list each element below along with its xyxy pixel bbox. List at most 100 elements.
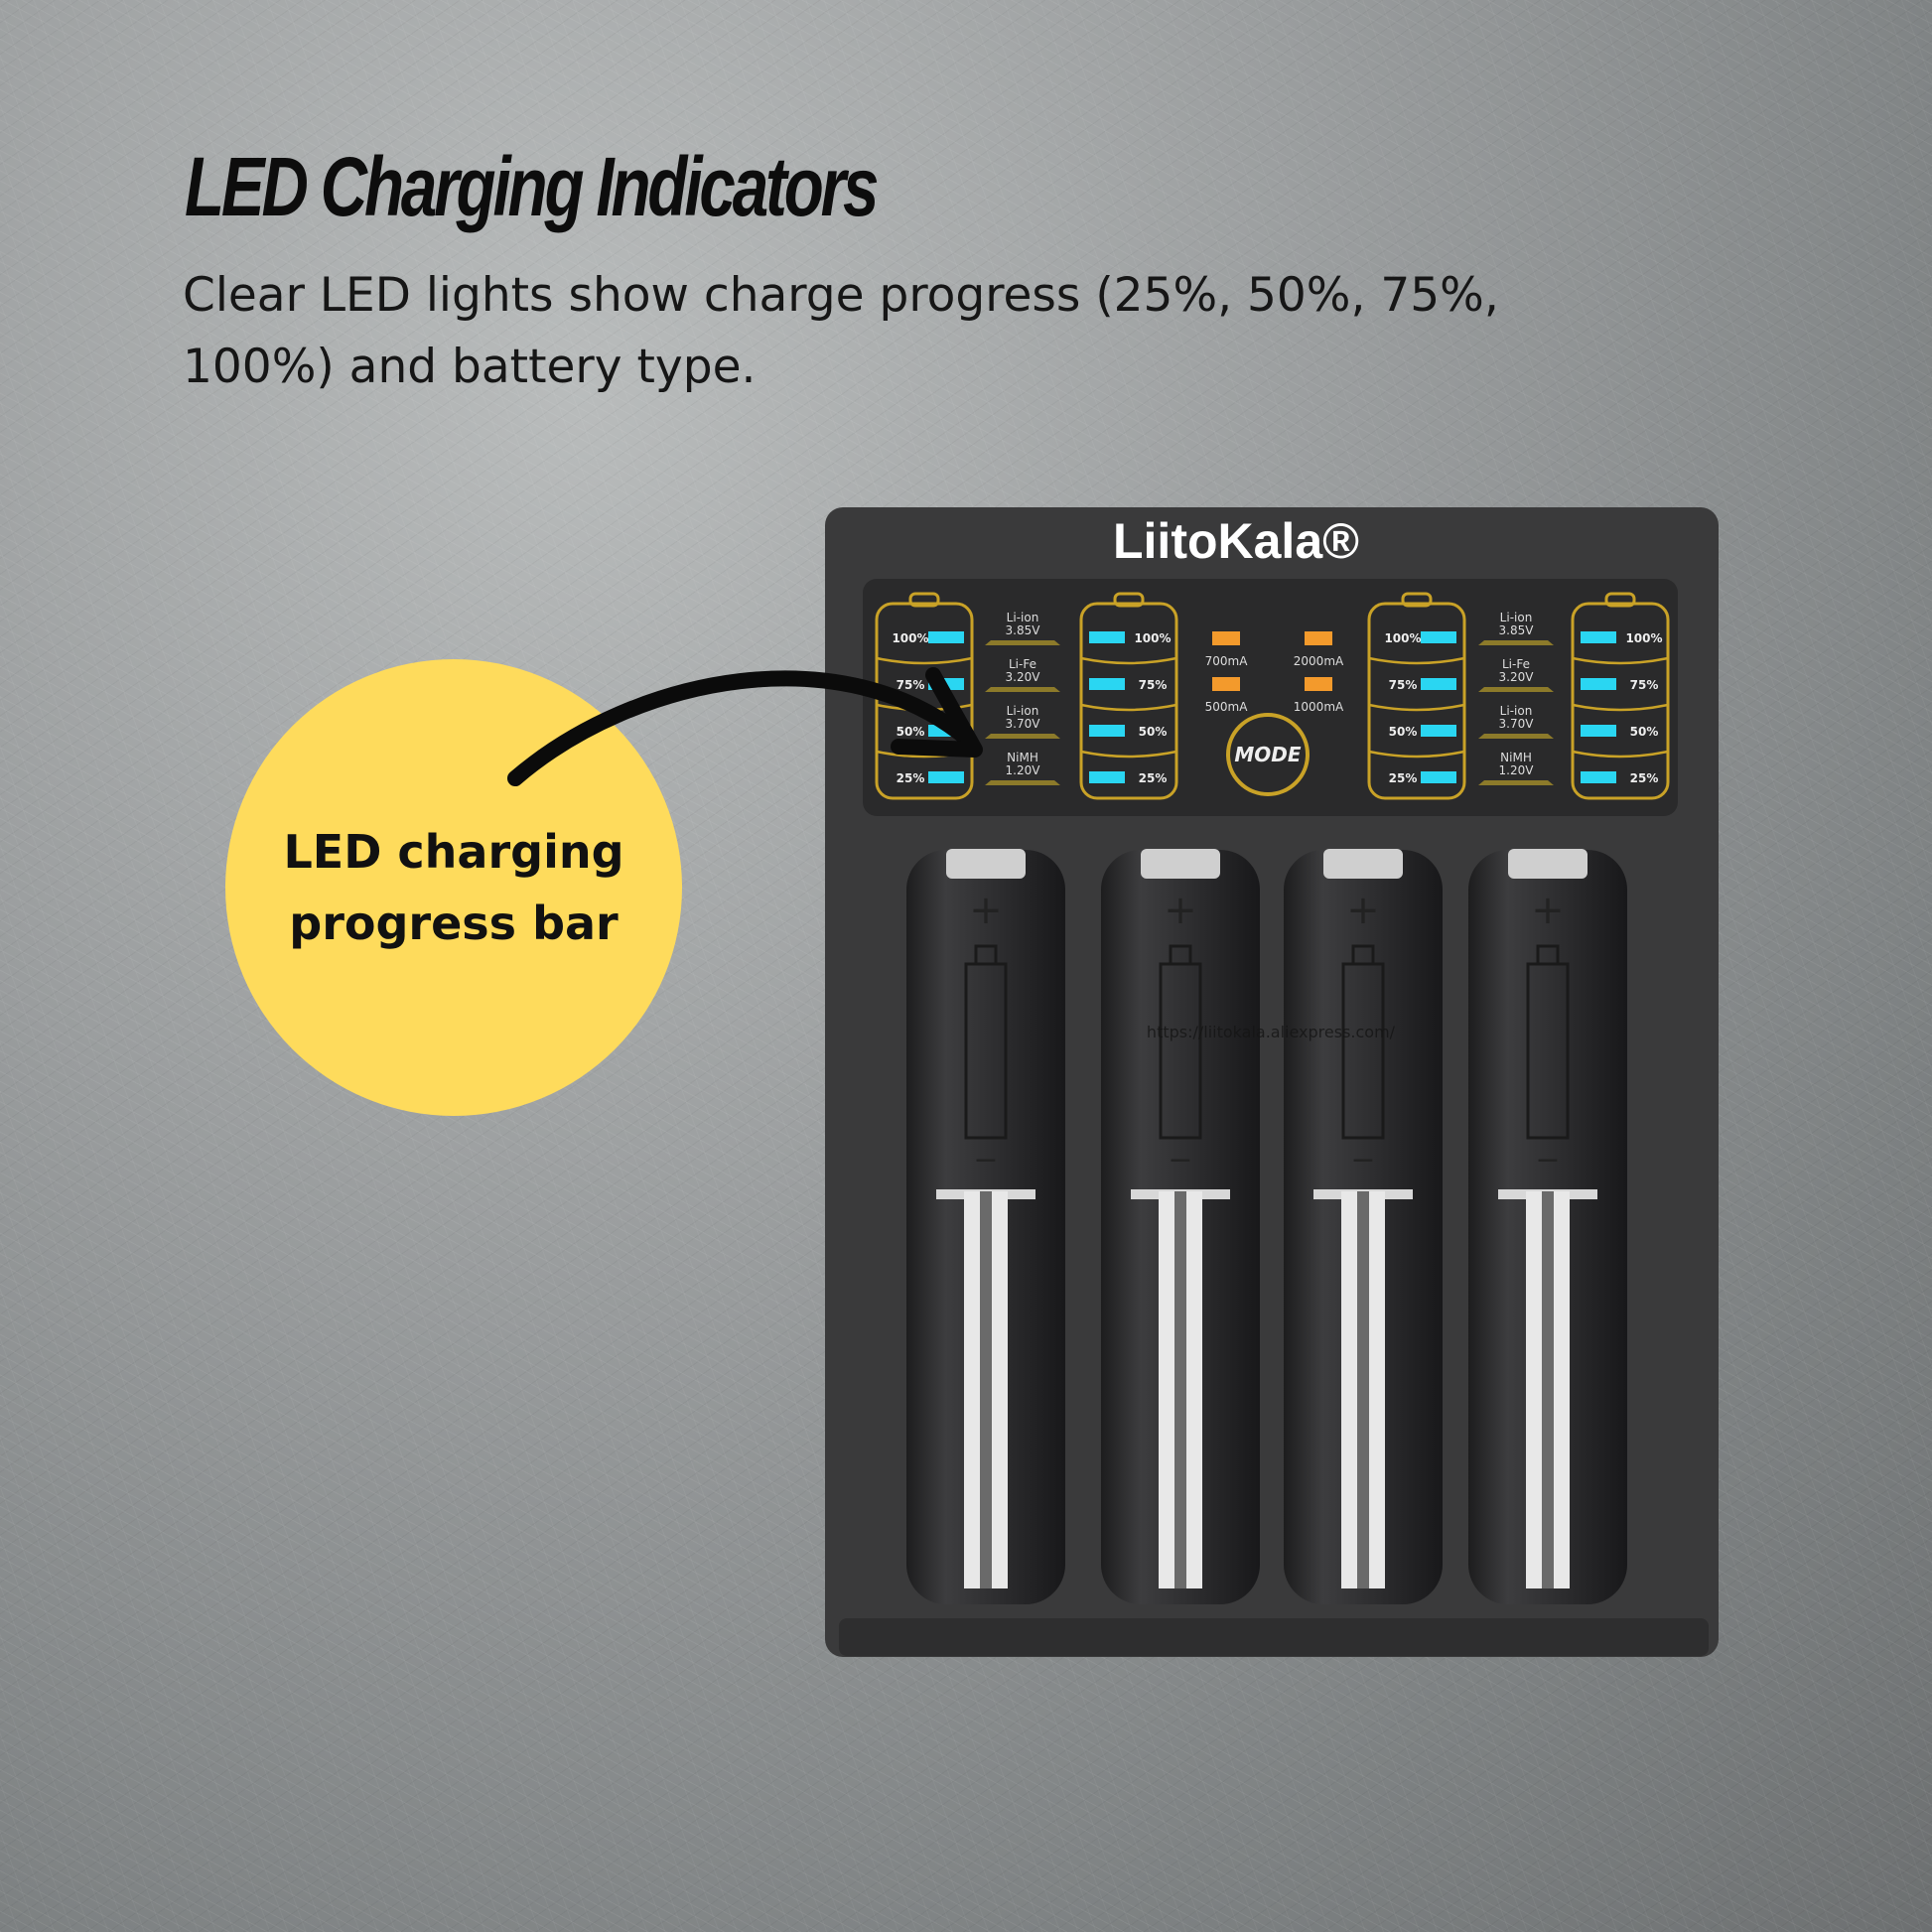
level-led bbox=[1089, 678, 1125, 690]
indicator-panel bbox=[863, 579, 1678, 816]
positive-contact bbox=[946, 849, 1026, 879]
level-label: 25% bbox=[897, 771, 925, 785]
url-text: https://liitokala.aliexpress.com/ bbox=[1147, 1023, 1396, 1041]
current-led bbox=[1212, 677, 1240, 691]
level-led bbox=[1421, 678, 1456, 690]
level-label: 100% bbox=[1625, 631, 1662, 645]
battery-slot-4[interactable]: +− bbox=[1468, 849, 1627, 1604]
battery-outline-icon bbox=[1571, 602, 1670, 800]
svg-text:NiMH: NiMH bbox=[1500, 751, 1532, 764]
brand-logo: LiitoKala® bbox=[1113, 513, 1359, 569]
level-led bbox=[1581, 678, 1616, 690]
minus-icon: − bbox=[1535, 1143, 1560, 1177]
level-label: 25% bbox=[1630, 771, 1659, 785]
plus-icon: + bbox=[1164, 888, 1197, 933]
plus-icon: + bbox=[1346, 888, 1380, 933]
level-label: 25% bbox=[1139, 771, 1168, 785]
current-label: 700mA bbox=[1205, 654, 1249, 668]
battery-type-li-fe: Li-Fe3.20V bbox=[985, 657, 1060, 692]
svg-text:Li-ion: Li-ion bbox=[1007, 611, 1039, 624]
svg-text:Li-Fe: Li-Fe bbox=[1502, 657, 1530, 671]
svg-text:MODE: MODE bbox=[1234, 743, 1302, 766]
level-led bbox=[1581, 725, 1616, 737]
battery-outline-icon bbox=[1341, 962, 1385, 1140]
page-title: LED Charging Indicators bbox=[185, 140, 879, 233]
svg-text:3.20V: 3.20V bbox=[1499, 670, 1535, 684]
svg-text:3.70V: 3.70V bbox=[1499, 717, 1535, 731]
level-led bbox=[1421, 771, 1456, 783]
level-led bbox=[1421, 631, 1456, 643]
battery-indicator-3: 100% 75% 50% 25% bbox=[1367, 592, 1466, 800]
battery-outline-icon bbox=[964, 962, 1008, 1140]
svg-text:3.20V: 3.20V bbox=[1006, 670, 1041, 684]
battery-cap-icon bbox=[908, 592, 940, 608]
battery-indicator-2: 100% 75% 50% 25% bbox=[1079, 592, 1178, 800]
minus-icon: − bbox=[1168, 1143, 1192, 1177]
battery-outline-icon bbox=[1367, 602, 1466, 800]
plus-icon: + bbox=[1531, 888, 1565, 933]
battery-outline-icon bbox=[875, 602, 974, 800]
level-led bbox=[1089, 771, 1125, 783]
level-label: 50% bbox=[897, 725, 925, 739]
level-label: 100% bbox=[1134, 631, 1171, 645]
battery-outline-icon bbox=[1079, 602, 1178, 800]
level-label: 100% bbox=[892, 631, 928, 645]
level-label: 50% bbox=[1630, 725, 1659, 739]
svg-text:Li-ion: Li-ion bbox=[1500, 704, 1533, 718]
svg-text:NiMH: NiMH bbox=[1007, 751, 1038, 764]
level-label: 100% bbox=[1384, 631, 1421, 645]
level-label: 75% bbox=[897, 678, 925, 692]
page-subtitle: Clear LED lights show charge progress (2… bbox=[183, 268, 1499, 394]
svg-text:Li-ion: Li-ion bbox=[1500, 611, 1533, 624]
battery-cap-icon bbox=[1604, 592, 1636, 608]
callout-text: LED charging progress bar bbox=[283, 825, 624, 950]
plus-icon: + bbox=[969, 888, 1003, 933]
current-led bbox=[1305, 631, 1332, 645]
level-label: 75% bbox=[1139, 678, 1168, 692]
current-label: 2000mA bbox=[1294, 654, 1344, 668]
svg-text:1.20V: 1.20V bbox=[1499, 763, 1535, 777]
minus-icon: − bbox=[973, 1143, 998, 1177]
mode-button[interactable]: MODE bbox=[1226, 713, 1310, 796]
battery-outline-icon bbox=[1526, 962, 1570, 1140]
level-led bbox=[928, 771, 964, 783]
positive-contact bbox=[1323, 849, 1403, 879]
svg-text:1.20V: 1.20V bbox=[1006, 763, 1041, 777]
current-led bbox=[1212, 631, 1240, 645]
svg-text:3.85V: 3.85V bbox=[1006, 623, 1041, 637]
svg-text:3.85V: 3.85V bbox=[1499, 623, 1535, 637]
level-led bbox=[1581, 631, 1616, 643]
current-label: 1000mA bbox=[1294, 700, 1344, 714]
level-led bbox=[1089, 631, 1125, 643]
level-label: 25% bbox=[1389, 771, 1418, 785]
level-led bbox=[1421, 725, 1456, 737]
svg-text:Li-Fe: Li-Fe bbox=[1009, 657, 1036, 671]
level-led bbox=[1089, 725, 1125, 737]
current-led bbox=[1305, 677, 1332, 691]
battery-cap-icon bbox=[1113, 592, 1145, 608]
battery-outline-icon bbox=[1159, 962, 1202, 1140]
level-led bbox=[1581, 771, 1616, 783]
battery-slot-2[interactable]: +− bbox=[1101, 849, 1260, 1604]
positive-contact bbox=[1141, 849, 1220, 879]
battery-type-li-fe: Li-Fe3.20V bbox=[1478, 657, 1554, 692]
battery-indicator-4: 100% 75% 50% 25% bbox=[1571, 592, 1670, 800]
battery-slot-3[interactable]: +− bbox=[1284, 849, 1443, 1604]
battery-cap-icon bbox=[1401, 592, 1433, 608]
level-label: 50% bbox=[1389, 725, 1418, 739]
battery-slot-1[interactable]: +− bbox=[906, 849, 1065, 1604]
positive-contact bbox=[1508, 849, 1587, 879]
level-label: 50% bbox=[1139, 725, 1168, 739]
level-label: 75% bbox=[1630, 678, 1659, 692]
svg-text:3.70V: 3.70V bbox=[1006, 717, 1041, 731]
level-led bbox=[928, 631, 964, 643]
minus-icon: − bbox=[1350, 1143, 1375, 1177]
svg-text:Li-ion: Li-ion bbox=[1007, 704, 1039, 718]
